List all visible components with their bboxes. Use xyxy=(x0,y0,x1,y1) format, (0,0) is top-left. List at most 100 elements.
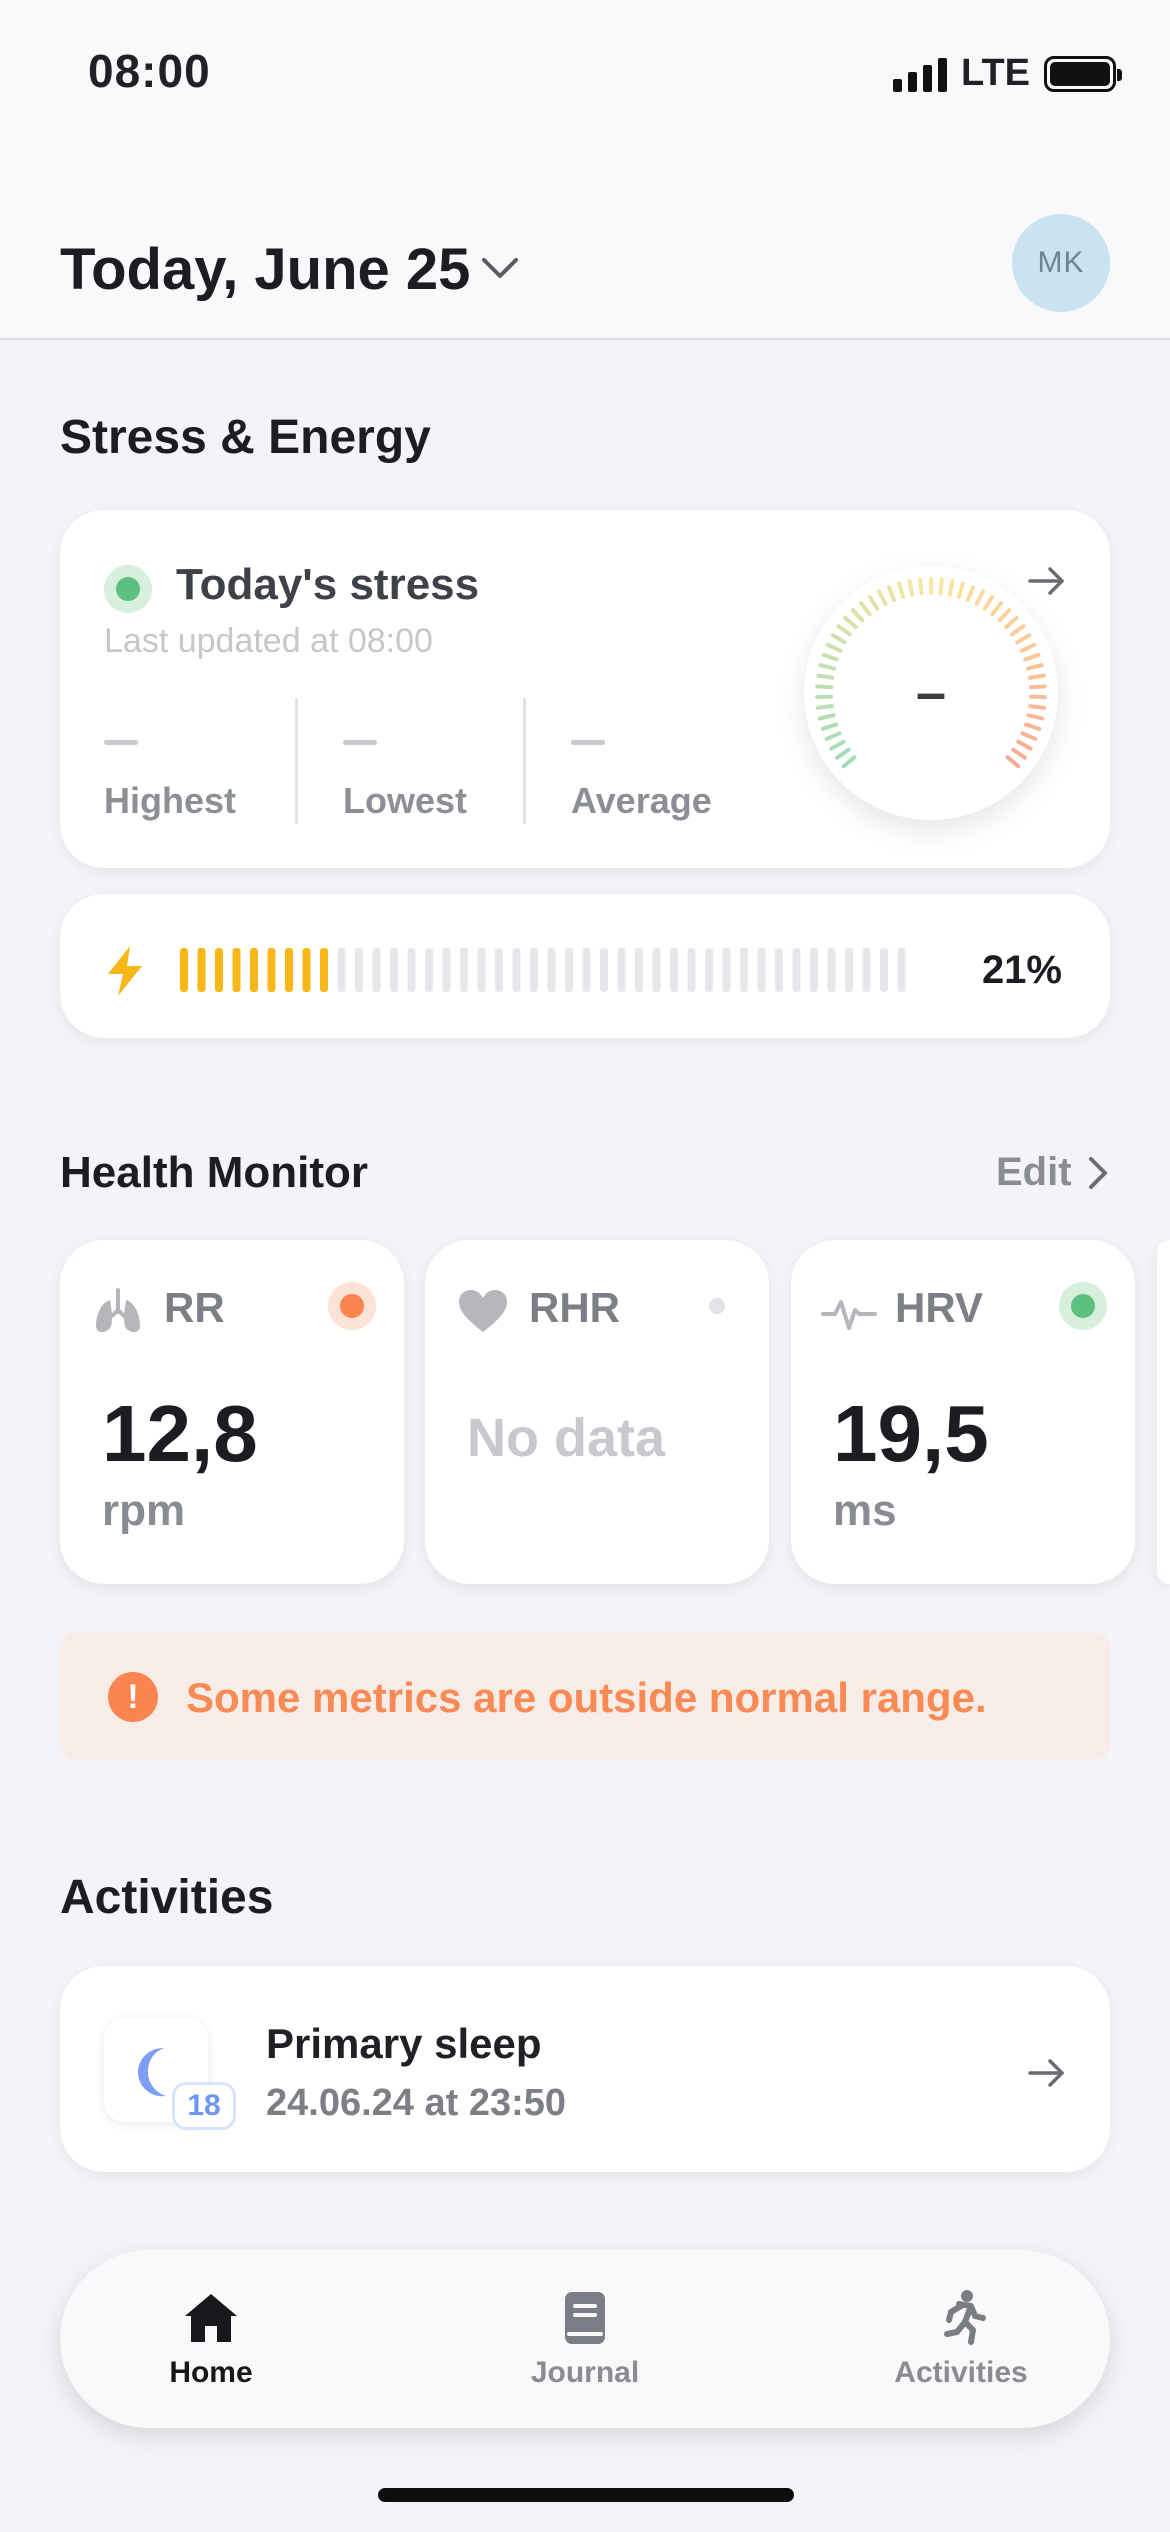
metric-card-rr[interactable]: RR 12,8 rpm xyxy=(60,1240,404,1584)
status-dot xyxy=(693,1282,741,1330)
arrow-right-icon[interactable] xyxy=(1024,2050,1070,2096)
energy-level-bar xyxy=(180,948,906,992)
gauge-tick xyxy=(1010,624,1026,637)
lightning-icon xyxy=(108,946,142,996)
metric-card-partial[interactable] xyxy=(1157,1240,1170,1584)
energy-segment xyxy=(722,948,731,992)
gauge-tick xyxy=(843,615,858,630)
gauge-tick xyxy=(1020,731,1038,741)
gauge-tick xyxy=(1011,747,1027,760)
metric-unit: rpm xyxy=(102,1486,186,1535)
gauge-tick xyxy=(1004,615,1019,630)
gauge-tick xyxy=(947,579,955,597)
gauge-tick xyxy=(815,694,834,700)
status-dot xyxy=(1059,1282,1107,1330)
energy-segment xyxy=(215,948,223,992)
network-label: LTE xyxy=(961,52,1030,94)
running-icon xyxy=(944,2290,986,2345)
energy-segment xyxy=(705,948,713,992)
energy-segment xyxy=(460,948,468,992)
energy-segment xyxy=(320,948,328,992)
tab-activities[interactable]: Activities xyxy=(846,2286,1076,2396)
signal-icon xyxy=(893,56,948,92)
energy-segment xyxy=(302,948,311,992)
activity-item[interactable] xyxy=(60,1966,1110,2172)
stress-title: Today's stress xyxy=(176,560,480,609)
metric-name: HRV xyxy=(895,1284,983,1331)
energy-segment xyxy=(565,948,573,992)
date-selector-title[interactable]: Today, June 25 xyxy=(60,237,471,302)
tab-home[interactable]: Home xyxy=(96,2286,326,2396)
energy-segment xyxy=(512,948,521,992)
gauge-tick xyxy=(1023,722,1042,731)
chevron-down-icon[interactable] xyxy=(478,246,522,290)
health-monitor-section-title: Health Monitor xyxy=(60,1148,368,1197)
energy-segment xyxy=(267,948,276,992)
warning-icon: ! xyxy=(108,1672,158,1722)
energy-segment xyxy=(775,948,783,992)
tab-journal[interactable]: Journal xyxy=(470,2286,700,2396)
edit-label: Edit xyxy=(996,1150,1072,1194)
tab-bar: Home Journal Activities xyxy=(60,2250,1110,2428)
energy-segment xyxy=(757,948,766,992)
energy-segment xyxy=(845,948,853,992)
gauge-tick xyxy=(824,731,842,741)
metric-value: 19,5 xyxy=(833,1389,989,1478)
battery-icon xyxy=(1044,55,1122,92)
gauge-tick xyxy=(825,642,843,653)
energy-segment xyxy=(197,948,206,992)
energy-segment xyxy=(582,948,591,992)
energy-segment xyxy=(425,948,433,992)
gauge-tick xyxy=(997,608,1012,623)
stat-lowest-label: Lowest xyxy=(343,780,468,821)
energy-segment xyxy=(530,948,538,992)
lungs-icon xyxy=(96,1288,140,1333)
metric-name: RR xyxy=(164,1284,225,1331)
gauge-tick xyxy=(974,589,985,606)
gauge-tick xyxy=(1015,633,1032,645)
heart-icon xyxy=(459,1290,507,1332)
energy-segment xyxy=(880,948,888,992)
gauge-tick xyxy=(1028,704,1047,710)
metric-card-hrv[interactable]: HRV 19,5 ms xyxy=(791,1240,1135,1584)
status-indicators: LTE xyxy=(893,52,1122,95)
gauge-tick xyxy=(1019,642,1037,653)
energy-segment xyxy=(652,948,661,992)
gauge-tick xyxy=(818,663,837,671)
status-bar: 08:00 LTE xyxy=(0,0,1170,150)
activity-title: Primary sleep xyxy=(266,2020,542,2067)
metric-no-data: No data xyxy=(467,1408,666,1468)
stat-lowest-value xyxy=(343,740,377,745)
gauge-tick xyxy=(990,601,1004,617)
stat-average-label: Average xyxy=(571,780,712,821)
metric-name: RHR xyxy=(529,1284,620,1331)
gauge-tick xyxy=(821,652,839,662)
metric-unit: ms xyxy=(833,1486,897,1535)
gauge-tick xyxy=(956,581,965,599)
tab-label: Home xyxy=(169,2356,253,2389)
stat-divider xyxy=(523,698,526,824)
activities-section-title: Activities xyxy=(60,1871,274,1924)
energy-segment xyxy=(687,948,696,992)
arrow-right-icon[interactable] xyxy=(1024,558,1070,604)
energy-segment xyxy=(180,948,188,992)
stress-gauge-value: – xyxy=(915,663,947,723)
energy-segment xyxy=(670,948,678,992)
gauge-tick xyxy=(817,713,836,721)
gauge-tick xyxy=(886,585,897,603)
gauge-tick xyxy=(850,608,865,623)
edit-link[interactable]: Edit xyxy=(996,1150,1110,1195)
avatar[interactable]: MK xyxy=(1012,214,1110,312)
stat-highest-value xyxy=(104,740,138,745)
gauge-tick xyxy=(938,577,944,596)
gauge-tick xyxy=(815,684,834,690)
energy-segment xyxy=(477,948,486,992)
energy-segment xyxy=(827,948,836,992)
metric-card-rhr[interactable]: RHR No data xyxy=(425,1240,769,1584)
gauge-tick xyxy=(829,739,846,751)
energy-segment xyxy=(285,948,293,992)
stat-highest-label: Highest xyxy=(104,780,237,821)
tab-label: Activities xyxy=(894,2356,1028,2389)
warning-alert[interactable]: ! Some metrics are outside normal range. xyxy=(60,1632,1110,1760)
gauge-tick xyxy=(1025,663,1044,671)
